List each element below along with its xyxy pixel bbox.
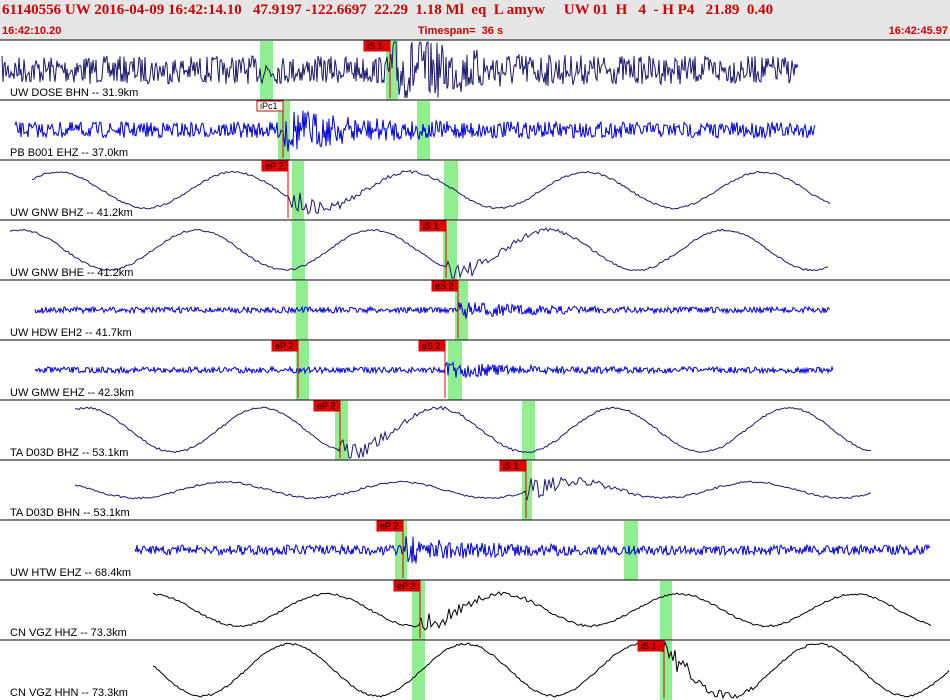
pick-label: eS 2	[422, 341, 441, 351]
pick-flag[interactable]	[376, 520, 404, 532]
station-label: UW GMW EHZ -- 42.3km	[10, 387, 134, 399]
time-window	[412, 581, 425, 640]
pick-flag[interactable]	[256, 100, 284, 112]
pick-flag[interactable]	[261, 160, 289, 172]
trace-panel[interactable]: eP 2 eS 2 UW GMW EHZ -- 42.3km	[0, 339, 950, 400]
waveform	[31, 169, 831, 215]
pick-label: eP 2	[317, 401, 335, 411]
end-time: 16:42:45.97	[888, 25, 948, 37]
time-window	[292, 221, 305, 280]
trace-panel[interactable]: eS 2 UW HDW EH2 -- 41.7km	[0, 279, 950, 340]
station-label: UW HDW EH2 -- 41.7km	[10, 327, 132, 339]
pick-flag[interactable]	[499, 460, 527, 472]
station-label: UW GNW BHE -- 41.2km	[10, 267, 133, 279]
event-summary: 61140556 UW 2016-04-09 16:42:14.10 47.91…	[2, 2, 774, 18]
station-label: PB B001 EHZ -- 37.0km	[10, 147, 128, 159]
time-window	[522, 461, 532, 520]
pick-label: iS 1	[367, 41, 383, 51]
trace-panel[interactable]: iS 1 UW GNW BHE -- 41.2km	[0, 219, 950, 280]
pick-label: eS 2	[435, 281, 454, 291]
time-window	[335, 401, 348, 460]
time-window	[444, 161, 458, 220]
pick-flag[interactable]	[431, 280, 459, 292]
station-label: CN VGZ HHZ -- 73.3km	[10, 627, 127, 639]
pick-flag[interactable]	[363, 40, 391, 52]
pick-label: eP 2	[397, 581, 415, 591]
pick-label: iS 1	[423, 221, 439, 231]
trace-panel[interactable]: eP 2 UW HTW EHZ -- 68.4km	[0, 519, 950, 580]
pick-flag[interactable]	[313, 400, 341, 412]
trace-panel[interactable]: iS 1 TA D03D BHN -- 53.1km	[0, 459, 950, 520]
station-label: TA D03D BHZ -- 53.1km	[10, 447, 128, 459]
pick-label: eP 2	[265, 161, 283, 171]
time-window	[296, 281, 308, 340]
waveform	[14, 110, 816, 152]
event-header: 61140556 UW 2016-04-09 16:42:14.10 47.91…	[0, 0, 950, 40]
waveform	[9, 227, 829, 280]
station-label: TA D03D BHN -- 53.1km	[10, 507, 130, 519]
pick-label: iS 1	[641, 641, 657, 651]
waveform	[1, 41, 799, 99]
time-window	[260, 41, 273, 100]
time-window	[412, 641, 425, 700]
pick-label: eP 2	[275, 341, 293, 351]
pick-flag[interactable]	[637, 640, 665, 652]
waveform	[152, 640, 950, 700]
pick-label: iS 1	[503, 461, 519, 471]
time-window	[522, 401, 535, 460]
trace-panel[interactable]: iS 1 UW DOSE BHN -- 31.9km	[0, 39, 950, 100]
waveform	[152, 591, 932, 631]
waveform	[34, 361, 834, 379]
trace-panel[interactable]: iS 1 CN VGZ HHN -- 73.3km	[0, 639, 950, 700]
trace-panel[interactable]: eP 2 UW GNW BHZ -- 41.2km	[0, 159, 950, 220]
time-window	[624, 521, 638, 580]
pick-label: eP 2	[380, 521, 398, 531]
pick-flag[interactable]	[393, 580, 421, 592]
waveform	[34, 302, 831, 319]
waveform	[74, 405, 872, 459]
pick-flag[interactable]	[271, 340, 299, 352]
trace-panel[interactable]: iPc1 PB B001 EHZ -- 37.0km	[0, 99, 950, 160]
time-window	[660, 581, 672, 640]
station-label: UW GNW BHZ -- 41.2km	[10, 207, 133, 219]
station-label: UW DOSE BHN -- 31.9km	[10, 87, 138, 99]
time-window	[278, 101, 290, 160]
waveform	[74, 476, 872, 501]
pick-flag[interactable]	[418, 340, 446, 352]
pick-label: iPc1	[260, 101, 278, 111]
waveform	[134, 536, 931, 564]
trace-panel[interactable]: eP 2 TA D03D BHZ -- 53.1km	[0, 399, 950, 460]
time-window	[386, 41, 398, 100]
station-label: CN VGZ HHN -- 73.3km	[10, 687, 128, 699]
trace-panel[interactable]: eP 2 CN VGZ HHZ -- 73.3km	[0, 579, 950, 640]
station-label: UW HTW EHZ -- 68.4km	[10, 567, 131, 579]
pick-flag[interactable]	[419, 220, 447, 232]
start-time: 16:42:10.20	[2, 25, 62, 37]
timespan: Timespan= 36 s	[418, 25, 504, 37]
time-window	[296, 341, 309, 400]
